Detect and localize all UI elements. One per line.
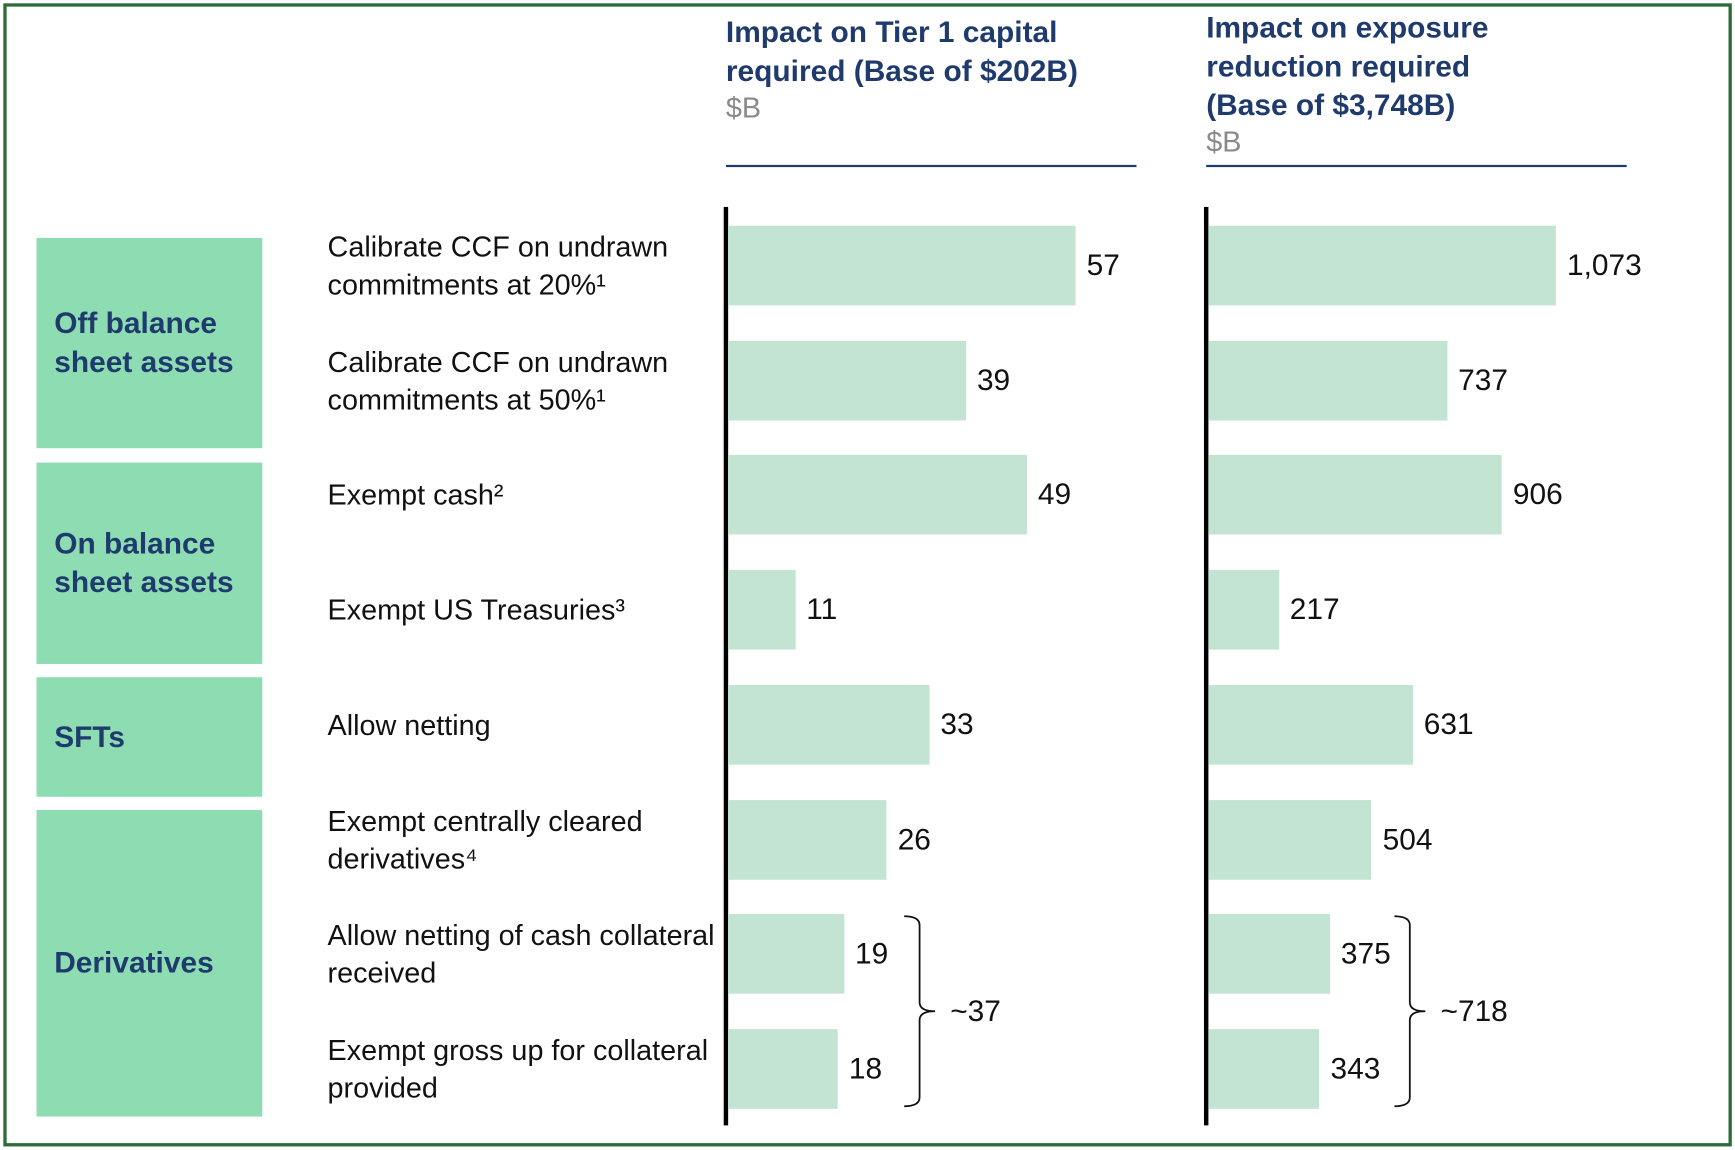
bar <box>728 570 796 650</box>
bar <box>1208 340 1448 421</box>
value-label: 906 <box>1512 477 1563 512</box>
frame <box>3 3 1732 1147</box>
axis-line <box>1203 206 1209 1126</box>
bracket-label: ~718 <box>1440 994 1508 1028</box>
bar <box>728 914 844 994</box>
bar <box>1208 225 1556 306</box>
row-label: Allow netting <box>327 707 491 742</box>
row-label: Exempt gross up for collateral provided <box>327 1033 709 1105</box>
panel-title: Impact on exposure reduction required (B… <box>1206 11 1489 122</box>
bar <box>728 455 1027 535</box>
bar <box>1208 1029 1320 1109</box>
bracket-path <box>1394 915 1426 1108</box>
bracket <box>903 915 935 1108</box>
bar <box>1208 455 1502 535</box>
row-label: Calibrate CCF on undrawn commitments at … <box>327 230 669 301</box>
bracket-path <box>903 915 935 1108</box>
axis-line <box>723 206 729 1126</box>
bar <box>728 340 966 421</box>
bracket <box>1394 915 1426 1108</box>
value-label: 737 <box>1458 363 1509 397</box>
value-label: 39 <box>976 363 1011 397</box>
group-label: Derivatives <box>36 810 263 1117</box>
bar <box>728 799 887 880</box>
value-label: 11 <box>806 592 838 626</box>
panel-header: Impact on Tier 1 capital required (Base … <box>726 13 1169 125</box>
panel-unit: $B <box>725 90 762 124</box>
group-label: On balance sheet assets <box>36 462 263 664</box>
row-label: Exempt US Treasuries³ <box>327 593 625 627</box>
value-label: 504 <box>1382 822 1433 856</box>
value-label: 375 <box>1340 936 1391 971</box>
panel-header: Impact on exposure reduction required (B… <box>1206 9 1649 159</box>
row-label: Calibrate CCF on undrawn commitments at … <box>327 344 669 416</box>
bar <box>1208 570 1279 650</box>
value-label: 1,073 <box>1566 248 1642 282</box>
bracket-label: ~37 <box>950 994 1001 1028</box>
value-label: 26 <box>897 822 931 856</box>
header-rule <box>725 164 1137 168</box>
value-label: 631 <box>1423 707 1474 741</box>
value-label: 19 <box>855 936 889 971</box>
panel-title: Impact on Tier 1 capital required (Base … <box>725 15 1078 88</box>
value-label: 343 <box>1330 1051 1381 1085</box>
bar <box>728 684 930 765</box>
header-rule <box>1206 164 1627 168</box>
bar <box>728 1029 838 1109</box>
value-label: 49 <box>1037 477 1072 512</box>
group-label: SFTs <box>36 677 263 797</box>
bar <box>1208 799 1372 880</box>
value-label: 33 <box>940 707 974 741</box>
value-label: 57 <box>1086 248 1120 282</box>
row-label: Exempt centrally cleared derivatives⁴ <box>327 803 643 875</box>
group-label: Off balance sheet assets <box>36 237 263 449</box>
bar <box>1208 914 1330 994</box>
bar <box>1208 684 1413 765</box>
row-label: Exempt cash² <box>327 478 504 512</box>
row-label: Allow netting of cash collateral receive… <box>327 918 715 990</box>
bar <box>728 225 1076 306</box>
panel-unit: $B <box>1206 125 1242 159</box>
value-label: 18 <box>848 1051 883 1085</box>
value-label: 217 <box>1289 592 1340 626</box>
